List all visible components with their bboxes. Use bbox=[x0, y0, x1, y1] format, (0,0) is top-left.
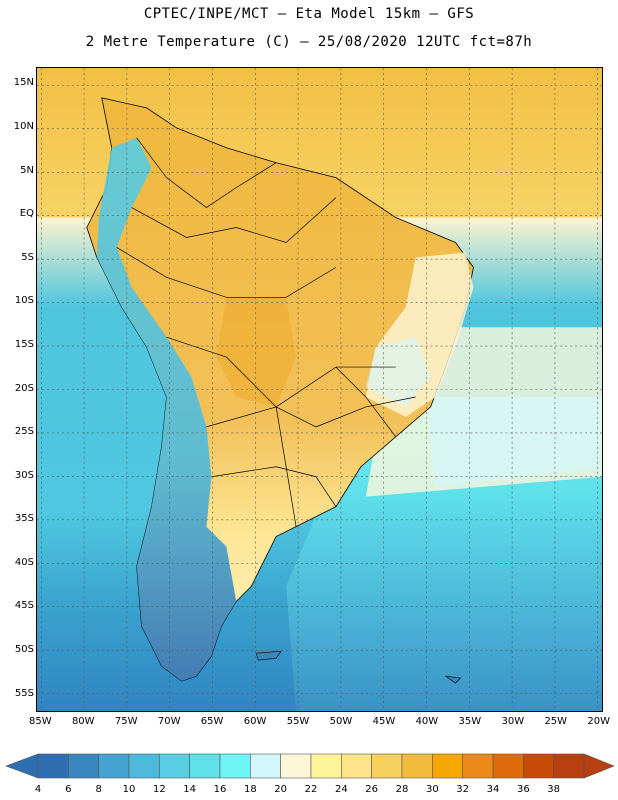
colorbar-tick-label: 10 bbox=[122, 784, 136, 795]
colorbar-swatch bbox=[128, 753, 160, 779]
latitude-label: 15N bbox=[13, 77, 34, 89]
latitude-label: 5S bbox=[21, 251, 34, 263]
colorbar-tick-label: 36 bbox=[516, 784, 530, 795]
longitude-label: 30W bbox=[501, 716, 525, 727]
longitude-label: 65W bbox=[200, 716, 224, 727]
longitude-label: 70W bbox=[157, 716, 181, 727]
latitude-label: 10S bbox=[14, 295, 34, 307]
colorbar-tick-label: 30 bbox=[425, 784, 439, 795]
colorbar-tick-label: 38 bbox=[547, 784, 561, 795]
longitude-label: 55W bbox=[286, 716, 310, 727]
colorbar-tick-label: 16 bbox=[213, 784, 227, 795]
latitude-label: 15S bbox=[14, 338, 34, 350]
latitude-label: 30S bbox=[14, 469, 34, 481]
colorbar-swatch bbox=[250, 753, 281, 779]
colorbar bbox=[5, 753, 615, 779]
colorbar-swatch bbox=[462, 753, 494, 779]
longitude-label: 35W bbox=[458, 716, 482, 727]
colorbar-swatch bbox=[553, 753, 585, 779]
longitude-label: 50W bbox=[329, 716, 353, 727]
colorbar-tick-label: 22 bbox=[304, 784, 318, 795]
colorbar-tick-label: 28 bbox=[395, 784, 409, 795]
colorbar-swatch bbox=[189, 753, 221, 779]
longitude-label: 20W bbox=[587, 716, 611, 727]
longitude-label: 25W bbox=[544, 716, 568, 727]
colorbar-high-arrow bbox=[583, 753, 615, 779]
latitude-label: 40S bbox=[14, 556, 34, 568]
latitude-label: 10N bbox=[13, 121, 34, 132]
colorbar-swatch bbox=[37, 753, 69, 779]
colorbar-swatch bbox=[523, 753, 554, 779]
colorbar-tick-label: 18 bbox=[243, 784, 257, 795]
latitude-label: 5N bbox=[20, 164, 34, 176]
map-title-line1: CPTEC/INPE/MCT – Eta Model 15km – GFS bbox=[143, 6, 475, 22]
colorbar-swatch bbox=[432, 753, 463, 779]
latitude-label: 25S bbox=[14, 426, 34, 438]
colorbar-swatch bbox=[310, 753, 342, 779]
colorbar-tick-label: 24 bbox=[334, 784, 348, 795]
map-title-line2: 2 Metre Temperature (C) – 25/08/2020 12U… bbox=[85, 34, 533, 50]
longitude-label: 40W bbox=[415, 716, 439, 727]
longitude-label: 60W bbox=[243, 716, 267, 727]
latitude-label: 20S bbox=[14, 382, 34, 394]
colorbar-swatch bbox=[401, 753, 433, 779]
latitude-label: EQ bbox=[19, 208, 34, 220]
colorbar-tick-label: 12 bbox=[152, 784, 166, 795]
colorbar-swatch bbox=[159, 753, 190, 779]
latitude-label: 50S bbox=[14, 643, 34, 655]
colorbar-swatch bbox=[371, 753, 403, 779]
colorbar-swatch bbox=[219, 753, 251, 779]
colorbar-swatch bbox=[280, 753, 312, 779]
colorbar-low-arrow bbox=[5, 753, 39, 779]
colorbar-swatch bbox=[492, 753, 524, 779]
colorbar-tick-label: 32 bbox=[456, 784, 470, 795]
colorbar-swatch bbox=[68, 753, 99, 779]
latitude-label: 55S bbox=[14, 687, 34, 699]
colorbar-tick-label: 6 bbox=[65, 784, 72, 795]
colorbar-swatch bbox=[341, 753, 372, 779]
colorbar-tick-label: 34 bbox=[486, 784, 500, 795]
temperature-map bbox=[36, 67, 603, 712]
longitude-label: 75W bbox=[114, 716, 138, 727]
colorbar-tick-label: 8 bbox=[95, 784, 102, 795]
colorbar-tick-label: 4 bbox=[34, 784, 42, 795]
colorbar-tick-label: 26 bbox=[365, 784, 379, 795]
colorbar-swatch bbox=[98, 753, 130, 779]
longitude-label: 80W bbox=[71, 716, 95, 727]
longitude-label: 45W bbox=[372, 716, 396, 727]
longitude-label: 85W bbox=[28, 716, 52, 727]
colorbar-tick-label: 20 bbox=[274, 784, 288, 795]
colorbar-tick-label: 14 bbox=[183, 784, 197, 795]
latitude-label: 45S bbox=[14, 600, 34, 612]
latitude-label: 35S bbox=[14, 513, 34, 525]
